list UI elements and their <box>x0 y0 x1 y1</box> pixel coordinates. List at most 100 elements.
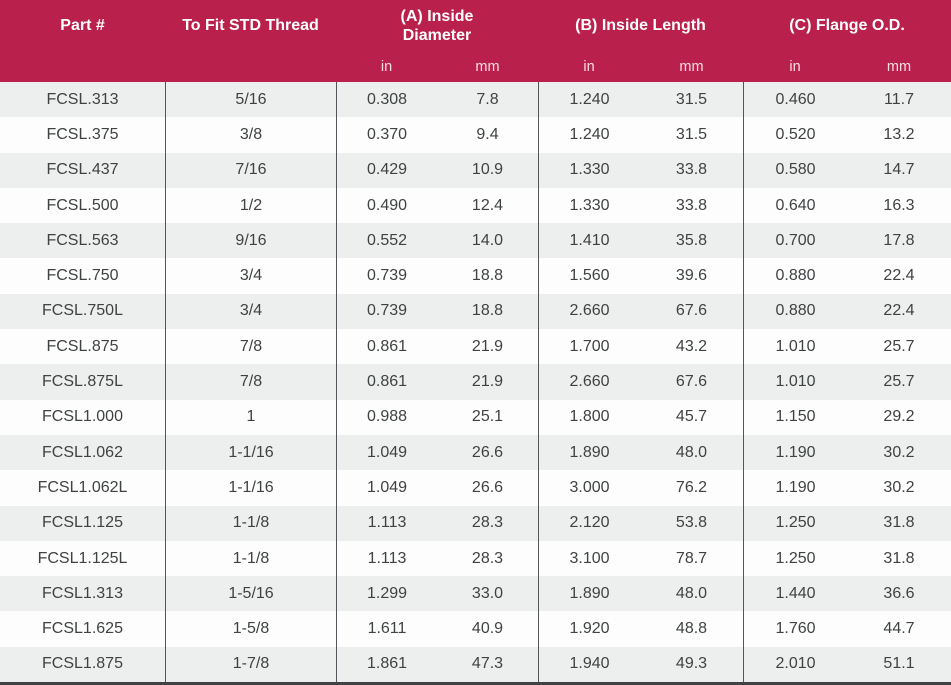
cell-std-thread: 1-5/8 <box>165 611 336 647</box>
cell-inside-diameter-mm: 7.8 <box>476 90 499 108</box>
cell-flange-od-in: 1.760 <box>743 611 847 647</box>
cell-flange-od-in: 1.250 <box>743 505 847 541</box>
cell-std-thread: 7/16 <box>165 152 336 188</box>
cell-inside-length-mm: 67.6 <box>675 373 708 391</box>
cell-flange-od-in: 2.010 <box>743 646 847 682</box>
cell-inside-length-in: 2.660 <box>538 364 640 400</box>
cell-inside-length-in: 2.660 <box>538 293 640 330</box>
table-row: FCSL.750 3/4 0.739 18.8 1.560 39.6 0.880… <box>0 258 951 294</box>
cell-flange-od-in: 1.190 <box>743 434 847 471</box>
cell-part-number: FCSL.750 <box>46 267 119 285</box>
cell-flange-od-in: 0.700 <box>743 223 847 259</box>
cell-inside-diameter-in: 0.552 <box>336 223 437 259</box>
table-header: Part # To Fit STD Thread (A) Inside Diam… <box>0 0 951 82</box>
cell-inside-length-in: 1.240 <box>538 82 640 118</box>
table-row: FCSL.500 1/2 0.490 12.4 1.330 33.8 0.640… <box>0 187 951 224</box>
cell-inside-length-mm: 48.8 <box>675 620 708 638</box>
table-row: FCSL1.125 1-1/8 1.113 28.3 2.120 53.8 1.… <box>0 505 951 541</box>
cell-flange-od-in: 0.880 <box>743 293 847 330</box>
cell-inside-diameter-in: 1.049 <box>336 434 437 471</box>
table-row: FCSL1.062 1-1/16 1.049 26.6 1.890 48.0 1… <box>0 434 951 471</box>
cell-inside-diameter-in: 0.739 <box>336 293 437 330</box>
cell-flange-od-mm: 30.2 <box>883 478 915 496</box>
table-row: FCSL1.875 1-7/8 1.861 47.3 1.940 49.3 2.… <box>0 646 951 682</box>
cell-inside-diameter-mm: 26.6 <box>471 478 504 496</box>
cell-inside-diameter-mm: 18.8 <box>471 267 504 285</box>
cell-std-thread: 7/8 <box>165 364 336 400</box>
cell-inside-length-in: 1.890 <box>538 576 640 612</box>
table-row: FCSL1.125L 1-1/8 1.113 28.3 3.100 78.7 1… <box>0 540 951 577</box>
cell-part-number: FCSL.437 <box>46 161 119 179</box>
cell-flange-od-in: 1.010 <box>743 329 847 365</box>
cell-inside-length-mm: 43.2 <box>675 337 708 355</box>
cell-inside-diameter-in: 1.861 <box>336 646 437 682</box>
cell-part-number: FCSL.313 <box>46 90 119 108</box>
cell-inside-length-in: 1.330 <box>538 152 640 188</box>
cell-flange-od-mm: 30.2 <box>883 443 915 461</box>
cell-inside-length-mm: 45.7 <box>675 408 708 426</box>
cell-flange-od-in: 1.250 <box>743 540 847 577</box>
col-header-part-number: Part # <box>60 17 105 35</box>
table-row: FCSL.563 9/16 0.552 14.0 1.410 35.8 0.70… <box>0 223 951 259</box>
unit-header-diameter-in: in <box>380 59 393 75</box>
cell-flange-od-in: 1.190 <box>743 470 847 506</box>
cell-inside-length-in: 1.330 <box>538 187 640 224</box>
table-row: FCSL.313 5/16 0.308 7.8 1.240 31.5 0.460… <box>0 82 951 118</box>
cell-flange-od-in: 1.440 <box>743 576 847 612</box>
cell-flange-od-mm: 31.8 <box>883 514 915 532</box>
cell-inside-diameter-in: 1.611 <box>336 611 437 647</box>
cell-flange-od-mm: 25.7 <box>883 337 915 355</box>
table-row: FCSL1.000 1 0.988 25.1 1.800 45.7 1.150 … <box>0 399 951 435</box>
table-row: FCSL1.313 1-5/16 1.299 33.0 1.890 48.0 1… <box>0 576 951 612</box>
cell-flange-od-mm: 22.4 <box>883 267 915 285</box>
cell-inside-diameter-mm: 28.3 <box>471 514 504 532</box>
cell-inside-diameter-mm: 21.9 <box>471 337 504 355</box>
cell-flange-od-in: 0.580 <box>743 152 847 188</box>
cell-part-number: FCSL.750L <box>42 302 123 320</box>
cell-inside-diameter-mm: 14.0 <box>471 231 504 249</box>
table-row: FCSL1.062L 1-1/16 1.049 26.6 3.000 76.2 … <box>0 470 951 506</box>
cell-inside-length-mm: 76.2 <box>675 478 708 496</box>
cell-inside-diameter-in: 0.988 <box>336 399 437 435</box>
cell-part-number: FCSL1.062L <box>37 478 128 496</box>
cell-std-thread: 1-1/16 <box>165 434 336 471</box>
cell-part-number: FCSL1.125L <box>37 549 128 567</box>
cell-inside-diameter-in: 1.113 <box>336 540 437 577</box>
cell-inside-diameter-mm: 26.6 <box>471 443 504 461</box>
cell-flange-od-in: 0.520 <box>743 117 847 153</box>
cell-flange-od-mm: 36.6 <box>883 584 915 602</box>
table-row: FCSL.437 7/16 0.429 10.9 1.330 33.8 0.58… <box>0 152 951 188</box>
cell-part-number: FCSL1.062 <box>42 443 123 461</box>
cell-inside-length-mm: 67.6 <box>675 302 708 320</box>
cell-inside-length-mm: 35.8 <box>675 231 708 249</box>
cell-inside-length-mm: 31.5 <box>675 90 708 108</box>
cell-inside-diameter-mm: 10.9 <box>471 161 504 179</box>
unit-header-flange-in: in <box>789 59 801 75</box>
cell-flange-od-mm: 25.7 <box>883 373 915 391</box>
unit-header-length-mm: mm <box>679 59 704 75</box>
cell-inside-length-mm: 48.0 <box>675 443 708 461</box>
cell-flange-od-mm: 29.2 <box>883 408 915 426</box>
cell-inside-length-mm: 48.0 <box>675 584 708 602</box>
cell-flange-od-mm: 22.4 <box>883 302 915 320</box>
unit-header-diameter-mm: mm <box>475 59 500 75</box>
cell-flange-od-mm: 44.7 <box>883 620 915 638</box>
cell-part-number: FCSL1.625 <box>42 620 123 638</box>
cell-inside-length-in: 1.240 <box>538 117 640 153</box>
cell-inside-length-in: 1.940 <box>538 646 640 682</box>
cell-flange-od-in: 0.640 <box>743 187 847 224</box>
table-row: FCSL.875L 7/8 0.861 21.9 2.660 67.6 1.01… <box>0 364 951 400</box>
unit-header-flange-mm: mm <box>886 59 912 75</box>
cell-flange-od-mm: 31.8 <box>883 549 915 567</box>
cell-inside-length-mm: 33.8 <box>675 196 708 214</box>
cell-std-thread: 1-5/16 <box>165 576 336 612</box>
cell-inside-length-mm: 53.8 <box>675 514 708 532</box>
cell-part-number: FCSL.500 <box>46 196 119 214</box>
unit-header-length-in: in <box>583 59 595 75</box>
cell-inside-length-in: 3.000 <box>538 470 640 506</box>
cell-part-number: FCSL1.875 <box>42 655 123 673</box>
cell-std-thread: 1-1/8 <box>165 505 336 541</box>
cell-inside-length-in: 1.920 <box>538 611 640 647</box>
cell-part-number: FCSL1.000 <box>42 408 123 426</box>
